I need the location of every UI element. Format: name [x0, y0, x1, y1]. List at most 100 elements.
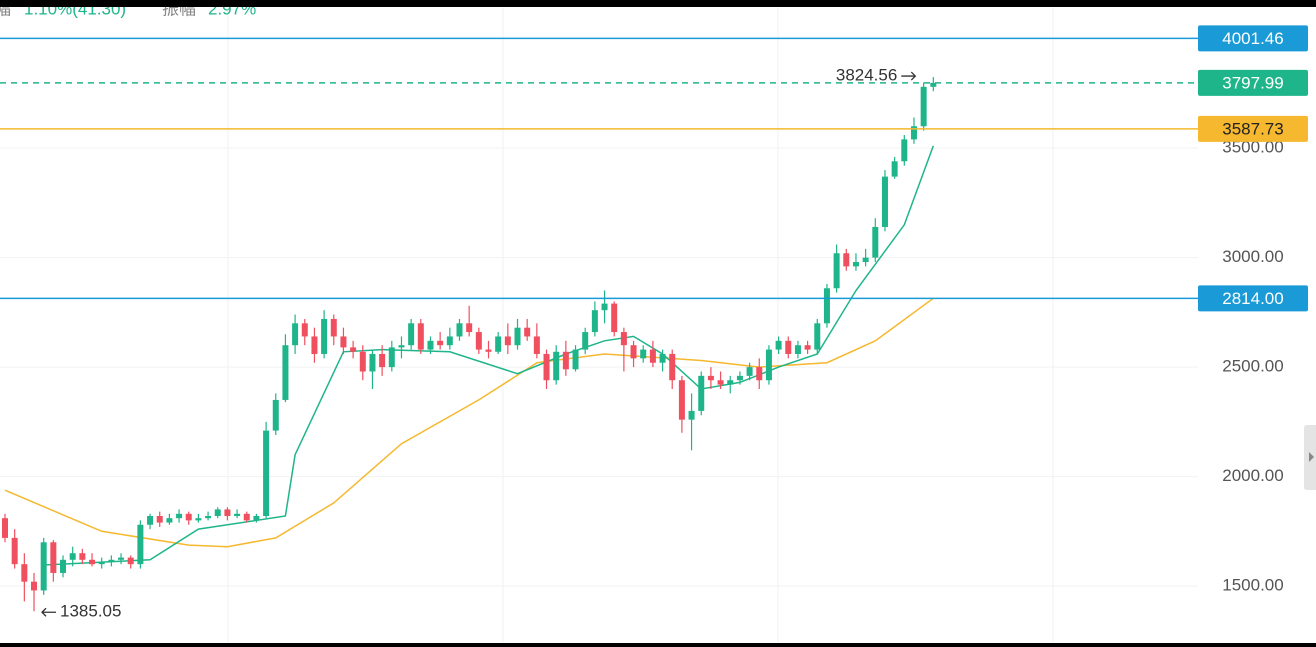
price-label-box	[1198, 285, 1308, 312]
top-bar	[0, 0, 1316, 7]
candle-body	[301, 323, 308, 337]
candle-body	[852, 262, 859, 267]
candle-body	[872, 226, 879, 258]
candle-body	[108, 559, 115, 562]
candle-body	[60, 559, 67, 573]
candle-body	[147, 516, 154, 525]
candle-body	[417, 323, 424, 350]
price-label: 2814.00	[1222, 289, 1283, 308]
candle-body	[485, 349, 492, 352]
candle-body	[475, 332, 482, 350]
candle-body	[185, 513, 192, 521]
candle-body	[611, 303, 618, 333]
candle-body	[562, 351, 569, 370]
candle-body	[359, 351, 366, 372]
candle-body	[89, 559, 96, 565]
candle-body	[466, 323, 473, 333]
candle-body	[698, 375, 705, 411]
candle-body	[823, 288, 830, 324]
candle-body	[398, 345, 405, 348]
candle-body	[707, 375, 714, 381]
candle-body	[920, 86, 927, 127]
annotation-arrow	[41, 607, 57, 617]
candle-body	[514, 327, 521, 346]
candle-body	[901, 139, 908, 162]
candle-body	[756, 367, 763, 381]
candle-body	[98, 561, 105, 565]
candle-body	[678, 380, 685, 420]
candle-body	[21, 564, 28, 582]
moving-average	[4, 297, 934, 548]
candle-body	[137, 524, 144, 565]
y-tick-label: 2500.00	[1222, 357, 1283, 376]
candle-body	[40, 542, 47, 591]
candle-body	[369, 353, 376, 372]
candle-body	[272, 399, 279, 431]
candle-body	[166, 518, 173, 523]
candle-body	[321, 318, 328, 354]
candle-body	[814, 323, 821, 350]
candle-body	[195, 518, 202, 521]
candle-body	[804, 345, 811, 350]
candle-body	[543, 353, 550, 381]
candle-body	[504, 336, 511, 346]
candle-body	[688, 410, 695, 420]
candle-body	[176, 513, 183, 519]
candle-body	[11, 537, 18, 565]
candle-body	[833, 253, 840, 289]
candle-body	[31, 581, 38, 591]
candle-body	[572, 349, 579, 370]
candle-body	[533, 336, 540, 354]
candle-body	[214, 509, 221, 516]
candle-body	[292, 323, 299, 346]
price-label-box	[1198, 25, 1308, 52]
candle-body	[591, 310, 598, 333]
candle-body	[50, 542, 57, 573]
y-tick-label: 3500.00	[1222, 138, 1283, 157]
price-label: 3797.99	[1222, 73, 1283, 92]
candle-body	[930, 82, 937, 87]
low-annotation: 1385.05	[60, 602, 121, 621]
candle-body	[379, 353, 386, 368]
candle-body	[437, 340, 444, 346]
candle-body	[727, 380, 734, 385]
candle-body	[79, 553, 86, 560]
candle-body	[794, 345, 801, 354]
candle-body	[446, 336, 453, 346]
grid	[227, 8, 1054, 643]
candle-body	[350, 347, 357, 352]
candle-body	[620, 332, 627, 346]
candle-body	[785, 340, 792, 354]
candle-body	[553, 351, 560, 381]
candle-body	[330, 318, 337, 337]
candle-body	[775, 340, 782, 350]
candle-body	[263, 430, 270, 516]
candle-body	[582, 332, 589, 350]
candle-body	[649, 349, 656, 363]
y-tick-label: 2000.00	[1222, 466, 1283, 485]
side-tab-arrow	[1309, 452, 1314, 462]
candle-body	[524, 327, 531, 337]
annotation-arrow	[901, 71, 917, 81]
candle-body	[253, 516, 260, 521]
header-label: 幅	[0, 0, 11, 18]
candle-body	[69, 553, 76, 560]
candle-body	[881, 176, 888, 227]
price-label-box	[1198, 115, 1308, 142]
candle-body	[282, 345, 289, 400]
candle-body	[601, 303, 608, 311]
candle-body	[746, 367, 753, 376]
high-annotation: 3824.56	[836, 66, 897, 85]
candle-body	[234, 513, 241, 516]
candle-body	[736, 375, 743, 381]
candle-body	[205, 516, 212, 519]
candle-body	[2, 518, 8, 538]
candle-body	[891, 161, 898, 177]
candle-body	[456, 323, 463, 337]
y-tick-label: 3000.00	[1222, 247, 1283, 266]
candle-body	[659, 353, 666, 363]
y-tick-label: 1500.00	[1222, 576, 1283, 595]
